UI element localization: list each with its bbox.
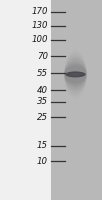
Ellipse shape <box>65 71 86 77</box>
Ellipse shape <box>69 73 82 76</box>
Text: 15: 15 <box>37 142 48 150</box>
Bar <box>51 0 102 200</box>
Text: 35: 35 <box>37 97 48 106</box>
Text: 10: 10 <box>37 156 48 166</box>
Text: 70: 70 <box>37 52 48 61</box>
Text: 130: 130 <box>31 21 48 30</box>
Text: 170: 170 <box>31 7 48 17</box>
Ellipse shape <box>64 62 87 86</box>
Ellipse shape <box>64 64 87 85</box>
Text: 55: 55 <box>37 68 48 77</box>
Text: 25: 25 <box>37 112 48 121</box>
Ellipse shape <box>64 65 87 83</box>
Text: 100: 100 <box>31 36 48 45</box>
Text: 40: 40 <box>37 86 48 95</box>
Bar <box>0 0 51 200</box>
